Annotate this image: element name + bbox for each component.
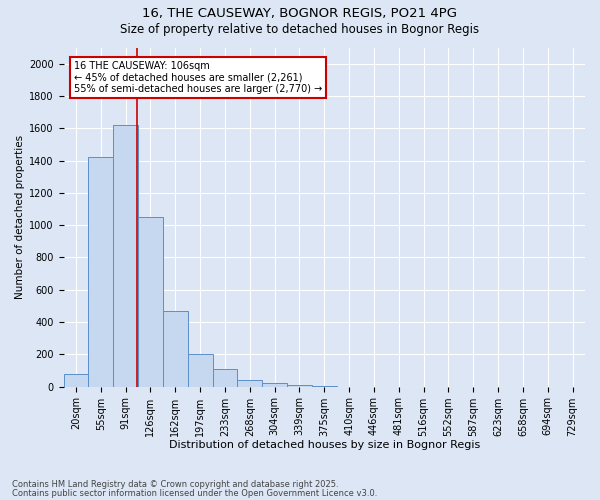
Y-axis label: Number of detached properties: Number of detached properties bbox=[15, 135, 25, 299]
Text: 16, THE CAUSEWAY, BOGNOR REGIS, PO21 4PG: 16, THE CAUSEWAY, BOGNOR REGIS, PO21 4PG bbox=[143, 8, 458, 20]
Text: Size of property relative to detached houses in Bognor Regis: Size of property relative to detached ho… bbox=[121, 22, 479, 36]
Text: Contains public sector information licensed under the Open Government Licence v3: Contains public sector information licen… bbox=[12, 488, 377, 498]
Bar bbox=[163, 310, 188, 386]
X-axis label: Distribution of detached houses by size in Bognor Regis: Distribution of detached houses by size … bbox=[169, 440, 480, 450]
Bar bbox=[262, 382, 287, 386]
Text: 16 THE CAUSEWAY: 106sqm
← 45% of detached houses are smaller (2,261)
55% of semi: 16 THE CAUSEWAY: 106sqm ← 45% of detache… bbox=[74, 61, 322, 94]
Bar bbox=[287, 385, 312, 386]
Bar bbox=[113, 125, 138, 386]
Bar bbox=[64, 374, 88, 386]
Bar bbox=[138, 217, 163, 386]
Bar bbox=[88, 158, 113, 386]
Text: Contains HM Land Registry data © Crown copyright and database right 2025.: Contains HM Land Registry data © Crown c… bbox=[12, 480, 338, 489]
Bar bbox=[188, 354, 212, 386]
Bar bbox=[238, 380, 262, 386]
Bar bbox=[212, 369, 238, 386]
